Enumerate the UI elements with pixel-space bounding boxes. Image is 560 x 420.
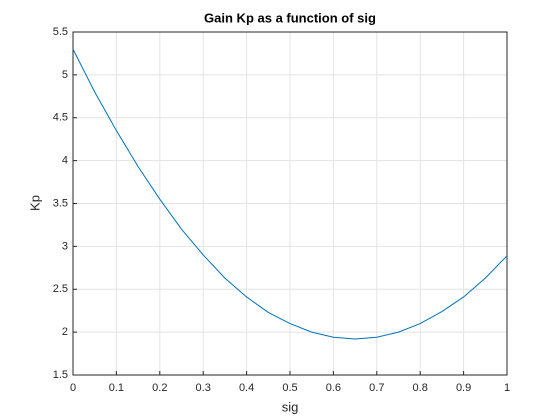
y-tick-label: 3.5 xyxy=(53,197,68,209)
y-axis-label: Kp xyxy=(27,195,42,211)
y-tick-label: 4.5 xyxy=(53,112,68,124)
x-tick-label: 0.1 xyxy=(109,382,124,394)
y-tick-label: 2.5 xyxy=(53,283,68,295)
data-line xyxy=(72,48,508,340)
x-tick-label: 0.7 xyxy=(369,382,384,394)
x-axis-label: sig xyxy=(282,399,299,414)
axes-box xyxy=(72,31,508,376)
y-tick-label: 3 xyxy=(62,240,68,252)
chart-title: Gain Kp as a function of sig xyxy=(204,10,376,25)
y-tick-label: 5.5 xyxy=(53,26,68,38)
x-tick-label: 0.4 xyxy=(239,382,254,394)
y-tick-label: 2 xyxy=(62,326,68,338)
x-tick-label: 0.3 xyxy=(196,382,211,394)
y-tick-label: 1.5 xyxy=(53,369,68,381)
x-tick-label: 1 xyxy=(504,382,510,394)
x-tick-label: 0.6 xyxy=(326,382,341,394)
y-tick-label: 5 xyxy=(62,69,68,81)
x-tick-label: 0 xyxy=(70,382,76,394)
x-tick-label: 0.8 xyxy=(413,382,428,394)
y-tick-label: 4 xyxy=(62,155,68,167)
x-tick-label: 0.5 xyxy=(282,382,297,394)
x-tick-label: 0.2 xyxy=(152,382,167,394)
x-tick-label: 0.9 xyxy=(456,382,471,394)
plot-area: 0 0.1 0.2 0.3 0.4 0.5 0.6 0.7 0.8 0.9 1 1.5 2 2.5 3 3.5… xyxy=(53,26,510,394)
